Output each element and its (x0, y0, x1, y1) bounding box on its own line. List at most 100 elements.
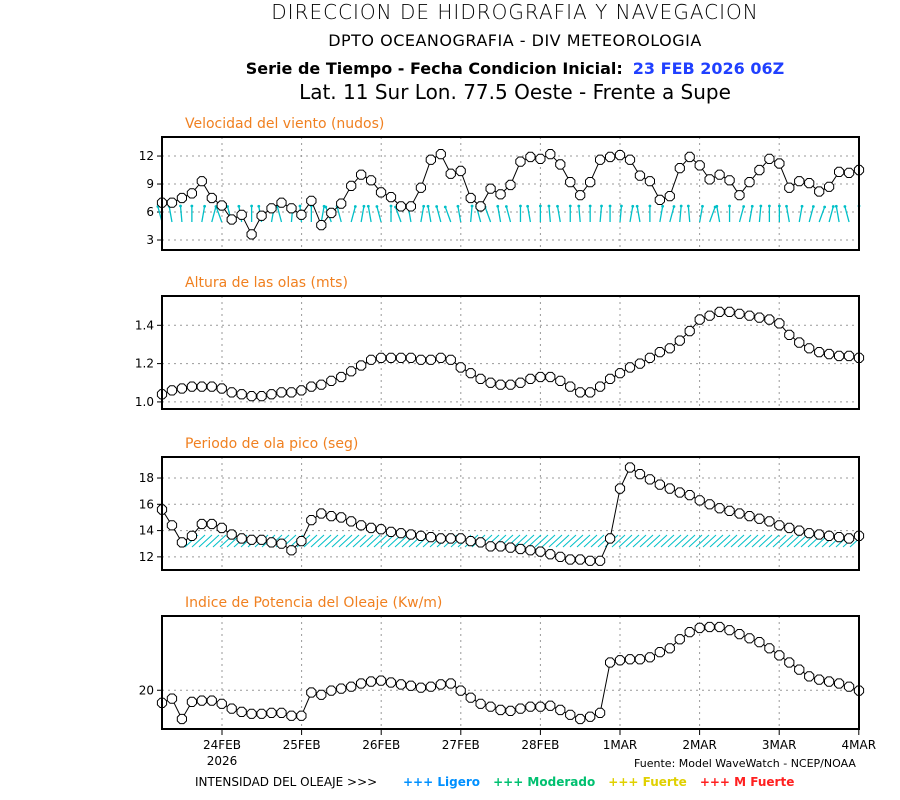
data-point (714, 503, 725, 514)
y-tick-label: 12 (139, 149, 154, 163)
data-point (644, 652, 655, 663)
data-point (595, 381, 606, 392)
data-point (764, 153, 775, 164)
data-point (286, 387, 297, 398)
wind-arrow (679, 206, 682, 223)
swell-direction-arrow (667, 534, 682, 548)
data-point (664, 343, 675, 354)
swell-direction-arrow (590, 534, 605, 548)
x-tick-label: 1MAR (603, 738, 638, 752)
swell-direction-arrow (205, 534, 220, 548)
data-point (565, 177, 576, 188)
data-point (814, 347, 825, 358)
wind-arrow-head (777, 204, 781, 208)
wind-arrow (394, 206, 402, 223)
swell-direction-arrow (653, 534, 668, 548)
data-point (624, 462, 636, 473)
swell-direction-arrow (632, 534, 647, 548)
wind-arrow-head (635, 204, 639, 208)
wind-arrow (738, 206, 745, 223)
wind-arrow-head (767, 204, 771, 208)
wind-arrow-head (588, 204, 592, 208)
data-point (704, 499, 715, 510)
y-tick-label: 1.0 (135, 395, 154, 409)
data-point (276, 197, 287, 208)
swell-direction-arrow (541, 534, 556, 548)
data-point (356, 360, 367, 371)
wind-arrow-head (435, 205, 439, 208)
data-point (166, 197, 178, 208)
wind-arrow (844, 206, 850, 223)
data-point (495, 541, 506, 552)
wind-arrow-head (568, 204, 572, 208)
wind-arrow (179, 206, 183, 223)
data-point (455, 533, 466, 544)
data-point (714, 621, 725, 633)
data-point (545, 549, 556, 560)
data-point (714, 306, 725, 317)
swell-direction-arrow (310, 534, 325, 548)
wind-arrow-head (366, 204, 370, 208)
wind-arrow-head (823, 205, 827, 209)
swell-direction-arrow (191, 534, 206, 548)
data-point (505, 542, 516, 553)
data-point (405, 680, 416, 691)
wind-arrow-head (811, 205, 815, 208)
data-point (176, 713, 187, 725)
data-point (575, 554, 586, 565)
data-point (664, 643, 675, 654)
data-point (375, 352, 387, 363)
swell-direction-arrow (394, 534, 409, 548)
wind-arrow-head (470, 204, 474, 208)
panel-frame (161, 136, 860, 251)
data-point (754, 637, 765, 648)
swell-direction-arrow (352, 534, 367, 548)
data-point (644, 176, 655, 187)
wind-arrow-head (831, 205, 835, 208)
swell-direction-arrow (618, 534, 633, 548)
swell-direction-arrow (730, 534, 745, 548)
swell-direction-arrow (359, 534, 374, 548)
data-point (226, 529, 237, 540)
data-point (395, 679, 407, 690)
x-tick-label: 24FEB (203, 738, 241, 752)
data-point (306, 195, 317, 206)
wind-arrow (659, 206, 664, 223)
data-point (694, 495, 705, 506)
wind-arrow (215, 206, 223, 223)
data-point (326, 511, 337, 522)
wind-arrow (548, 206, 551, 223)
intensity-label: INTENSIDAD DEL OLEAJE >>> (195, 775, 377, 789)
wind-arrow (785, 206, 790, 223)
x-tick-label: 25FEB (283, 738, 321, 752)
data-point (415, 354, 426, 365)
data-point (505, 705, 516, 716)
data-point (525, 701, 536, 712)
swell-direction-arrow (765, 534, 780, 548)
y-tick-label: 1.4 (135, 318, 154, 332)
wind-arrow (808, 206, 814, 223)
data-point (595, 555, 606, 566)
data-point (664, 191, 675, 202)
wind-arrow-head (785, 204, 788, 208)
wind-arrow-head (834, 204, 838, 208)
panel-2: Altura de las olas (mts) 1.0 1.2 1.4 (135, 275, 865, 410)
y-tick-label: 18 (139, 471, 154, 485)
wind-arrow-head (324, 205, 328, 209)
x-tick-label: 4MAR (842, 738, 877, 752)
data-point (565, 381, 576, 392)
header-line2: DPTO OCEANOGRAFIA - DIV METEOROLOGIA (328, 31, 702, 50)
data-point (525, 151, 536, 163)
data-point (226, 703, 237, 714)
swell-direction-arrow (758, 534, 773, 548)
data-point (764, 516, 775, 527)
data-point (465, 192, 476, 204)
wind-arrow-head (496, 204, 500, 208)
data-point (794, 664, 805, 675)
data-point (316, 220, 327, 231)
wind-arrow-head (759, 204, 763, 208)
swell-direction-arrow (625, 534, 640, 548)
wind-arrow (350, 206, 356, 223)
data-point (216, 383, 227, 394)
data-point (605, 373, 616, 384)
